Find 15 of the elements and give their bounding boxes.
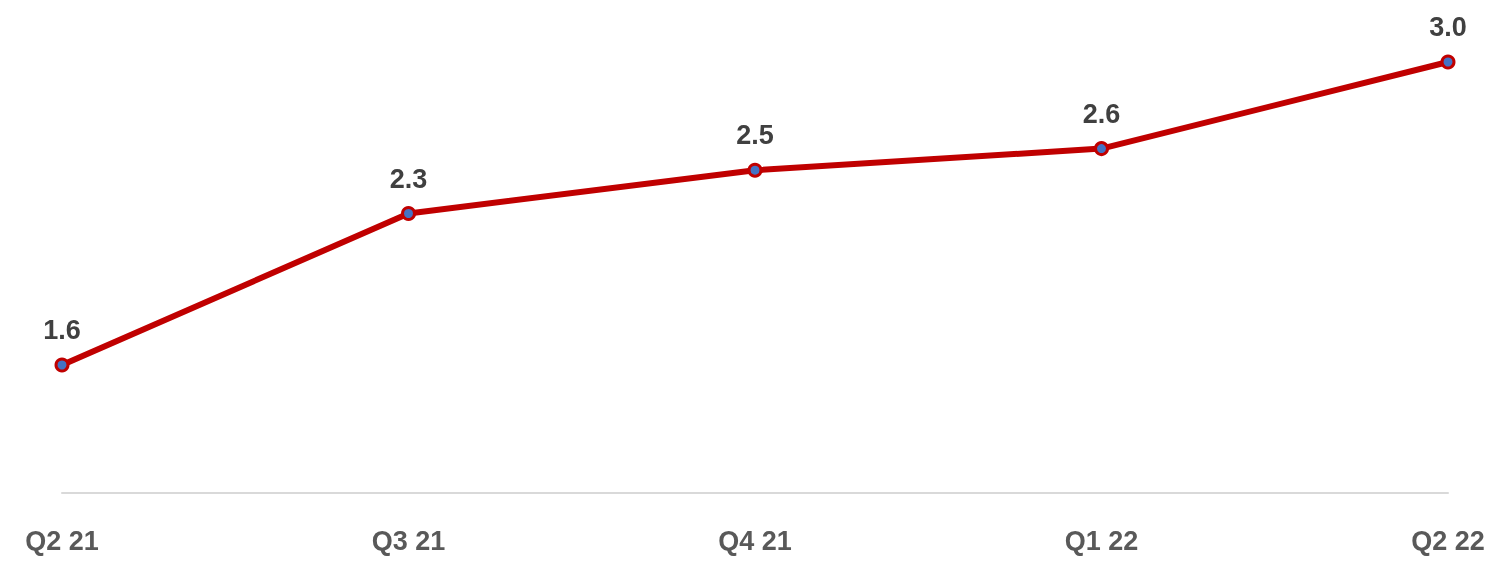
- point: [401, 206, 416, 221]
- data-label: 3.0: [1429, 12, 1467, 42]
- data-label: 2.6: [1082, 98, 1121, 129]
- x-tick-label: Q2 21: [25, 525, 99, 556]
- x-tick-label: Q4 21: [718, 525, 792, 556]
- x-tick-label: Q2 22: [1411, 525, 1485, 556]
- data-label: 2.5: [736, 120, 774, 151]
- data-label: 2.3: [389, 163, 428, 194]
- point: [747, 162, 763, 178]
- point: [1440, 54, 1456, 70]
- point: [54, 357, 70, 373]
- x-tick-label: Q1 22: [1064, 525, 1139, 556]
- x-tick-label: Q3 21: [371, 525, 446, 556]
- point: [1094, 141, 1109, 157]
- data-label: 1.6: [43, 315, 81, 345]
